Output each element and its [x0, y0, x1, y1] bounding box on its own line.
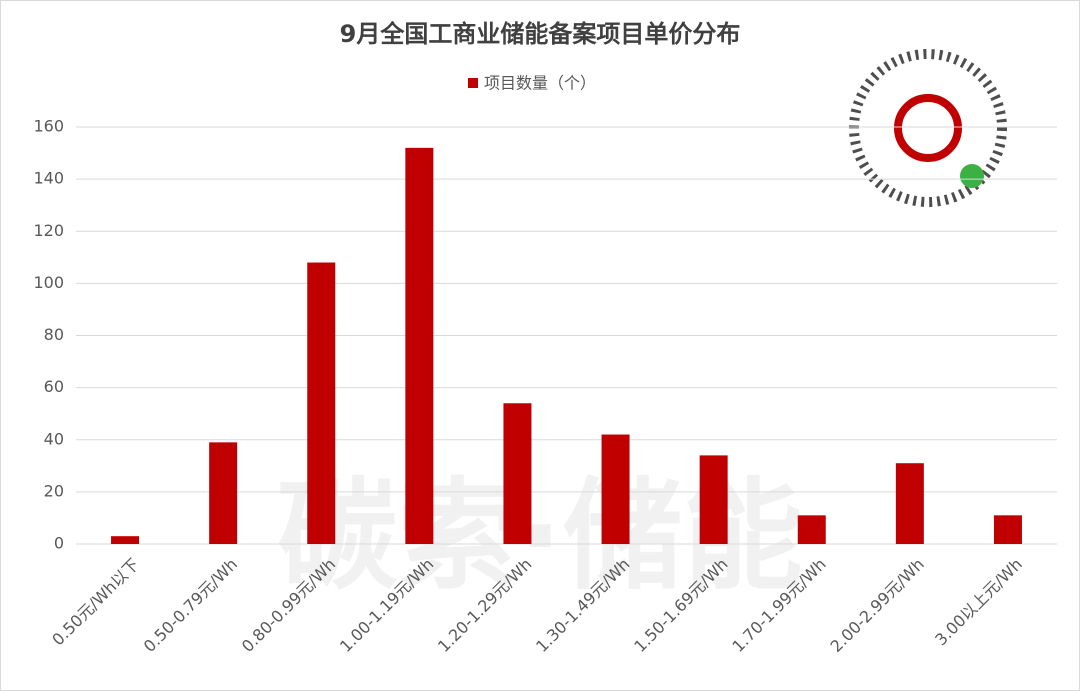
y-tick-label: 120: [33, 221, 64, 240]
bar: [307, 262, 336, 544]
bar: [601, 434, 630, 544]
y-tick-label: 60: [44, 377, 64, 396]
bar: [993, 515, 1022, 544]
y-tick-label: 100: [33, 273, 64, 292]
qr-decoration: [849, 49, 1007, 207]
bar: [111, 536, 140, 544]
legend-label: 项目数量（个）: [484, 74, 596, 93]
y-tick-label: 40: [44, 429, 64, 448]
y-tick-label: 0: [54, 534, 64, 553]
y-tick-label: 160: [33, 117, 64, 136]
y-tick-label: 20: [44, 481, 64, 500]
bar: [503, 403, 532, 544]
bar: [895, 463, 924, 544]
bar: [209, 442, 238, 544]
bar: [797, 515, 826, 544]
y-tick-label: 140: [33, 169, 64, 188]
y-tick-label: 80: [44, 325, 64, 344]
bar: [699, 455, 728, 544]
legend-swatch: [468, 78, 478, 88]
bar: [405, 147, 434, 544]
chart-title: 9月全国工商业储能备案项目单价分布: [340, 20, 741, 48]
